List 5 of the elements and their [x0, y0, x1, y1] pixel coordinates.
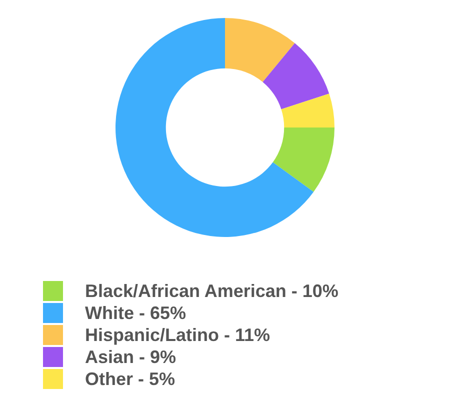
legend-label: Other - 5%	[85, 368, 176, 390]
legend-label: Hispanic/Latino - 11%	[85, 324, 270, 346]
legend-label: Asian - 9%	[85, 346, 176, 368]
legend-label: Black/African American - 10%	[85, 280, 338, 302]
legend-label: White - 65%	[85, 302, 186, 324]
